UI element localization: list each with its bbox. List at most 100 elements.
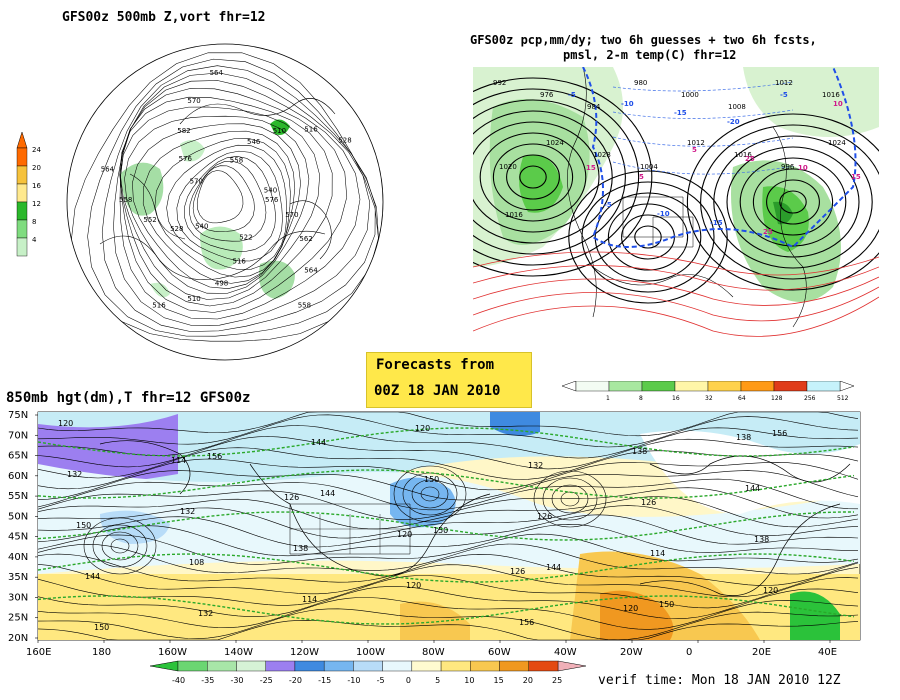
height-contour-label: 138 — [632, 447, 647, 456]
temperature-label: 5 — [639, 173, 644, 181]
cold-isotherm — [612, 136, 794, 147]
height-contour-label: 144 — [85, 572, 100, 581]
temperature-scale-label: 10 — [464, 676, 474, 685]
polar-legend-swatch — [16, 165, 28, 185]
precip-color-scale: 1 8 16 32 64 128 256 512 — [562, 381, 854, 402]
temperature-contour — [37, 553, 855, 583]
pmsl-isobar — [473, 77, 653, 277]
isobar-label: 1000 — [681, 91, 699, 99]
height-contour-label: 138 — [293, 544, 308, 553]
temperature-label: 25 — [763, 228, 773, 236]
polar-contour-label: 570 — [187, 97, 200, 105]
pmsl-isobar — [492, 143, 574, 211]
pmsl-isobar — [473, 110, 613, 244]
latitude-label: 45N — [8, 532, 28, 543]
height-contour-label: 156 — [772, 429, 787, 438]
polar-contour-label: 570 — [190, 177, 203, 185]
height-contour-label: 150 — [94, 623, 109, 632]
height-contour-label: 114 — [171, 456, 186, 465]
precip-scale-swatch — [773, 381, 808, 392]
forecast-box-line1: Forecasts from — [376, 357, 495, 373]
polar-contour-label: 558 — [298, 301, 311, 309]
polar-contour-label: 546 — [247, 138, 261, 146]
precip-scale-swatch — [674, 381, 709, 392]
temperature-label: -5 — [604, 201, 612, 209]
height-contour-label: 108 — [189, 558, 204, 567]
latitude-label: 60N — [8, 471, 28, 482]
height-contour-closed — [83, 517, 157, 575]
height-contour — [37, 543, 859, 575]
temperature-scale-swatch — [470, 660, 500, 672]
pmsl-isobar — [506, 154, 560, 200]
pmsl-isobar — [473, 121, 600, 233]
polar-legend-label: 8 — [32, 218, 36, 226]
temperature-contour — [37, 511, 854, 541]
polar-height-contour — [192, 165, 255, 232]
precip-scale-label: 512 — [837, 395, 849, 402]
height-contour-label: 132 — [67, 470, 82, 479]
longitude-label: 40E — [818, 647, 837, 658]
latitude-label: 25N — [8, 613, 28, 624]
temperature-scale-label: -15 — [318, 676, 331, 685]
height-contour — [37, 564, 859, 598]
height-contour-label: 138 — [754, 535, 769, 544]
latitude-label: 50N — [8, 511, 28, 522]
polar-height-contour — [184, 156, 276, 252]
polar-height-contour — [166, 144, 287, 270]
polar-contour-label: 570 — [285, 211, 298, 219]
temperature-label: 10 — [798, 164, 808, 172]
precip-scale-swatch — [806, 381, 841, 392]
longitude-label: 120W — [290, 647, 319, 658]
temperature-scale-label: -5 — [377, 676, 385, 685]
temperature-scale-label: -10 — [347, 676, 360, 685]
temperature-label: -15 — [710, 219, 723, 227]
isobar-label: 1028 — [593, 151, 611, 159]
height-contour — [37, 487, 859, 520]
height-contour — [37, 575, 859, 609]
pmsl-isobar — [479, 132, 587, 222]
temperature-isotherm — [473, 265, 879, 291]
latitude-label: 55N — [8, 491, 28, 502]
height-contour — [37, 619, 859, 641]
isobar-label: 1016 — [822, 91, 840, 99]
cold-isotherm — [612, 161, 794, 175]
temperature-label: 15 — [586, 164, 596, 172]
height-contour-label: 120 — [397, 530, 412, 539]
polar-contour-label: 510 — [273, 127, 286, 135]
longitude-label: 100W — [356, 647, 385, 658]
polar-height-contour — [120, 88, 348, 313]
temperature-isotherm — [473, 251, 879, 276]
temperature-isotherm — [473, 276, 879, 306]
isobar-label: 976 — [540, 91, 554, 99]
height-contour-label: 132 — [198, 609, 213, 618]
polar-contour-label: 528 — [170, 225, 183, 233]
height-contour-label: 120 — [623, 604, 638, 613]
pmsl-isobar — [713, 135, 873, 269]
height-contour-label: 144 — [546, 563, 561, 572]
height-contour-closed — [533, 470, 607, 528]
height-contour — [37, 411, 859, 437]
precip-scale-swatch — [575, 381, 610, 392]
pmsl-isobar — [700, 124, 879, 280]
longitude-label: 160W — [158, 647, 187, 658]
temperature-isotherm — [473, 286, 879, 322]
height-contour — [37, 553, 859, 586]
temperature-scale-label: -40 — [172, 676, 185, 685]
polar-contour-label: 516 — [152, 301, 166, 309]
longitude-label: 80W — [422, 647, 445, 658]
polar-legend-label: 4 — [32, 236, 37, 244]
temperature-scale-label: 5 — [435, 676, 440, 685]
longitude-label: 160E — [26, 647, 51, 658]
temperature-scale-swatch — [382, 660, 413, 672]
height-contour — [37, 597, 859, 630]
height-contour-closed — [110, 538, 130, 554]
pmsl-isobar — [594, 192, 702, 282]
height-contour-label: 144 — [320, 489, 335, 498]
temperature-scale-label: -20 — [289, 676, 302, 685]
cold-isotherm — [612, 81, 794, 92]
polar-500mb-map: 576 570 562 564 558 522 516 498 510 516 540 528 552 5… — [66, 43, 384, 361]
pmsl-isobar — [726, 146, 860, 258]
isobar-label: 1020 — [499, 163, 517, 171]
precip-scale-label: 8 — [639, 395, 643, 402]
polar-contour-label: 528 — [338, 137, 351, 145]
